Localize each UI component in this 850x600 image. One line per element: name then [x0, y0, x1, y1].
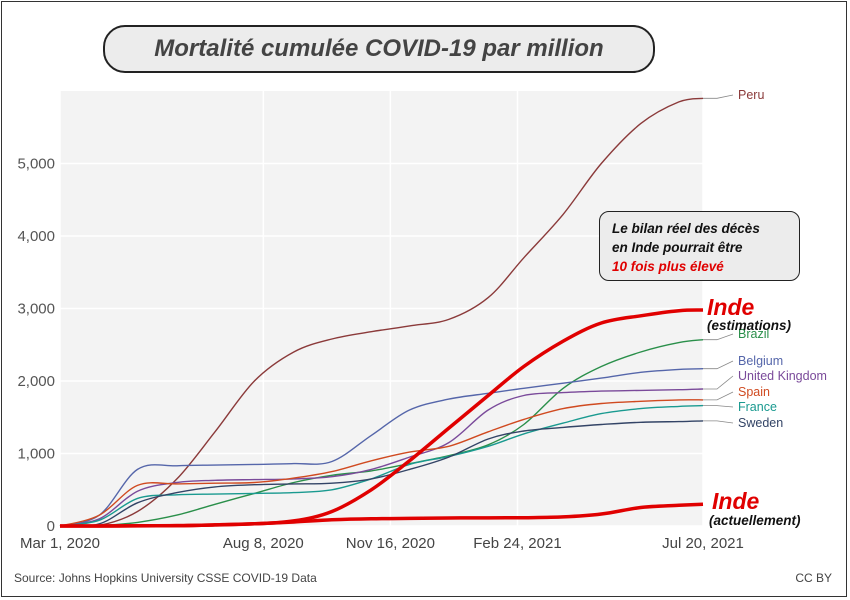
x-tick-label: Mar 1, 2020: [20, 535, 100, 552]
y-tick-label: 5,000: [17, 156, 55, 173]
label-leader: [703, 94, 734, 99]
y-tick-label: 2,000: [17, 373, 55, 390]
series-label-sweden: Sweden: [738, 416, 783, 430]
y-tick-label: 4,000: [17, 228, 55, 245]
license-note: CC BY: [795, 571, 832, 585]
label-leader: [703, 405, 734, 408]
title-box: Mortalité cumulée COVID-19 par million: [103, 25, 655, 73]
source-note: Source: Johns Hopkins University CSSE CO…: [14, 571, 317, 585]
label-leader: [703, 375, 734, 390]
y-axis: 0 1,000 2,000 3,000 4,000 5,000: [17, 156, 55, 536]
series-line-spain: [59, 399, 704, 527]
annotation-callout: Le bilan réel des décès en Inde pourrait…: [599, 211, 800, 281]
series-label-belgium: Belgium: [738, 354, 783, 368]
label-leader: [703, 360, 734, 370]
series-line-peru: [59, 97, 704, 528]
inde-actual-label: Inde: [712, 488, 759, 514]
series-line-france: [59, 404, 704, 527]
inde-actual-sublabel: (actuellement): [709, 513, 801, 528]
series-line-belgium: [59, 368, 704, 527]
x-tick-label: Nov 16, 2020: [346, 535, 435, 552]
series-line-inde-actual: [60, 502, 704, 528]
inde-estimate-sublabel: (estimations): [707, 318, 792, 333]
inde-estimate-label: Inde: [707, 294, 754, 320]
label-leader: [703, 420, 734, 424]
series-label-united-kingdom: United Kingdom: [738, 369, 827, 383]
y-tick-label: 0: [47, 518, 55, 535]
callout-line-1: Le bilan réel des décès: [612, 221, 760, 236]
x-axis: Mar 1, 2020 Aug 8, 2020 Nov 16, 2020 Feb 24…: [20, 535, 744, 552]
series-line-brazil: [59, 339, 704, 527]
y-tick-label: 1,000: [17, 446, 55, 463]
grid: [59, 91, 704, 527]
series-label-brazil: Brazil: [738, 327, 769, 341]
series-label-spain: Spain: [738, 385, 770, 399]
series-group: [59, 97, 704, 528]
label-leader: [703, 391, 734, 401]
series-label-peru: Peru: [738, 88, 764, 102]
x-tick-label: Feb 24, 2021: [473, 535, 561, 552]
callout-line-2: en Inde pourrait être: [612, 240, 743, 255]
label-leader: [703, 333, 734, 341]
chart-title: Mortalité cumulée COVID-19 par million: [154, 35, 604, 62]
series-label-france: France: [738, 400, 777, 414]
y-tick-label: 3,000: [17, 301, 55, 318]
callout-line-3: 10 fois plus élevé: [612, 259, 724, 274]
x-tick-label: Aug 8, 2020: [223, 535, 304, 552]
x-tick-label: Jul 20, 2021: [662, 535, 744, 552]
series-line-united-kingdom: [59, 388, 704, 527]
